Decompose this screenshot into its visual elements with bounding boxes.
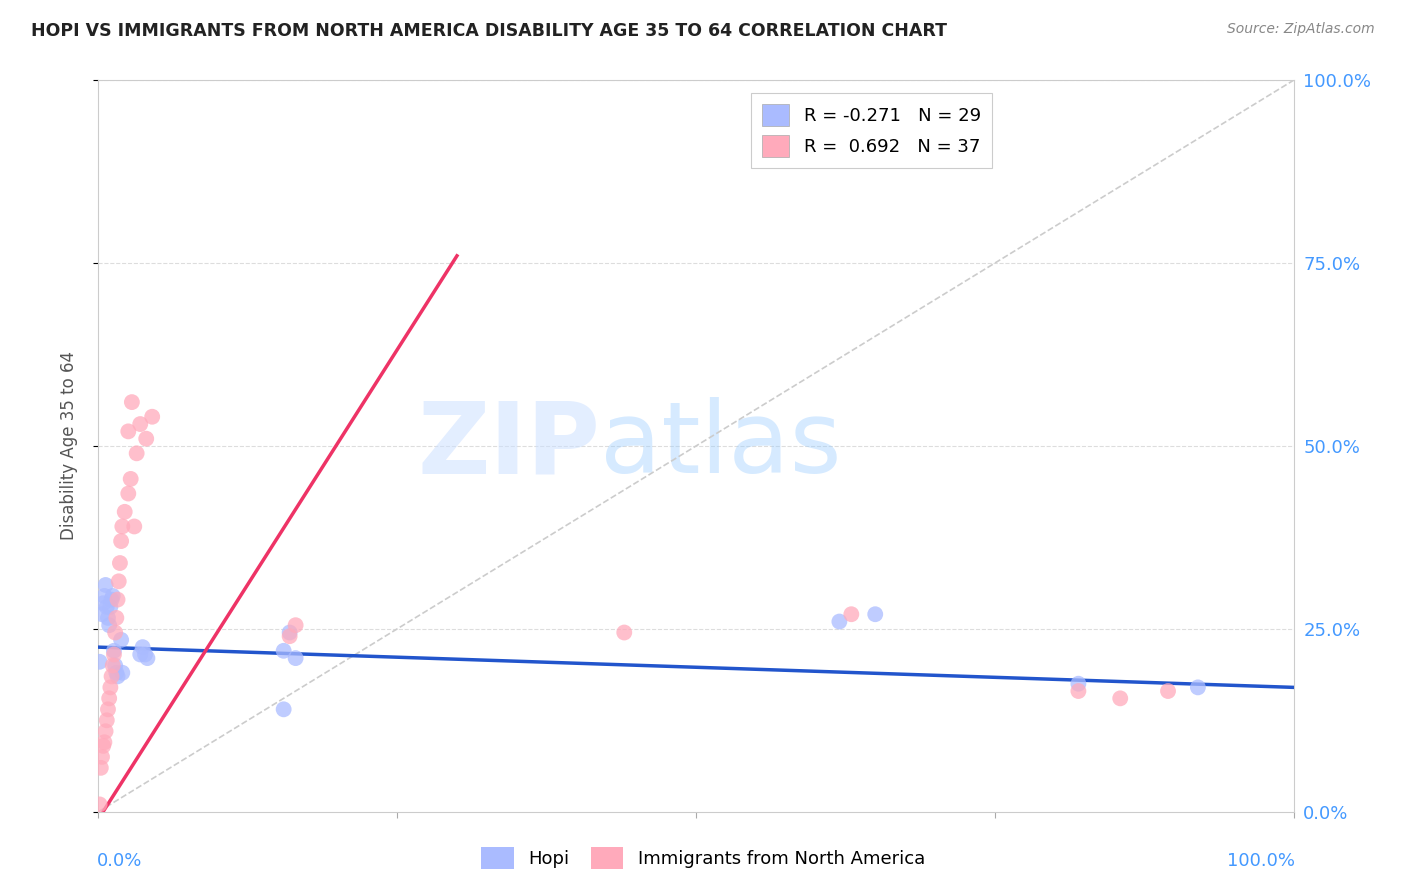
Point [91,749,114,764]
Point [91,607,114,622]
Point [96,599,118,614]
Point [107,669,129,683]
Point [108,556,131,570]
Point [117,425,139,439]
Point [136,651,159,665]
Point [828,615,851,629]
Text: atlas: atlas [600,398,842,494]
Point [89,797,111,812]
Point [98,681,122,695]
Point [129,648,152,662]
Point [273,702,295,716]
Point [93,735,115,749]
Point [93,589,115,603]
Point [96,714,118,728]
Point [1067,684,1090,698]
Point [114,505,136,519]
Point [94,578,117,592]
Point [284,618,307,632]
Point [105,665,128,680]
Text: 100.0%: 100.0% [1226,852,1295,870]
Point [841,607,863,622]
Point [110,632,132,647]
Point [101,589,124,603]
Point [97,611,120,625]
Point [865,607,887,622]
Point [111,519,134,533]
Y-axis label: Disability Age 35 to 64: Disability Age 35 to 64 [59,351,77,541]
Point [100,669,122,683]
Point [125,446,148,460]
Point [284,651,307,665]
Point [103,644,125,658]
Point [278,629,301,643]
Point [613,625,636,640]
Point [91,739,114,753]
Point [131,640,153,655]
Point [98,618,121,632]
Point [1157,684,1180,698]
Point [1187,681,1209,695]
Point [104,625,127,640]
Point [89,655,111,669]
Text: 0.0%: 0.0% [97,852,142,870]
Point [104,658,127,673]
Text: Source: ZipAtlas.com: Source: ZipAtlas.com [1227,22,1375,37]
Point [124,519,146,533]
Point [278,625,301,640]
Point [91,596,114,610]
Point [129,417,152,431]
Point [273,644,295,658]
Point [110,534,132,549]
Legend: R = -0.271   N = 29, R =  0.692   N = 37: R = -0.271 N = 29, R = 0.692 N = 37 [751,93,991,168]
Point [98,691,121,706]
Point [135,432,157,446]
Point [107,592,129,607]
Point [101,658,124,673]
Point [117,486,139,500]
Point [94,724,117,739]
Point [90,761,112,775]
Point [120,472,142,486]
Point [121,395,143,409]
Point [98,599,122,614]
Legend: Hopi, Immigrants from North America: Hopi, Immigrants from North America [474,839,932,876]
Point [134,648,156,662]
Point [100,592,122,607]
Text: ZIP: ZIP [418,398,600,494]
Point [107,574,129,589]
Point [97,702,120,716]
Point [141,409,163,424]
Point [1067,676,1090,690]
Point [103,648,125,662]
Text: HOPI VS IMMIGRANTS FROM NORTH AMERICA DISABILITY AGE 35 TO 64 CORRELATION CHART: HOPI VS IMMIGRANTS FROM NORTH AMERICA DI… [31,22,946,40]
Point [105,611,128,625]
Point [1109,691,1132,706]
Point [111,665,134,680]
